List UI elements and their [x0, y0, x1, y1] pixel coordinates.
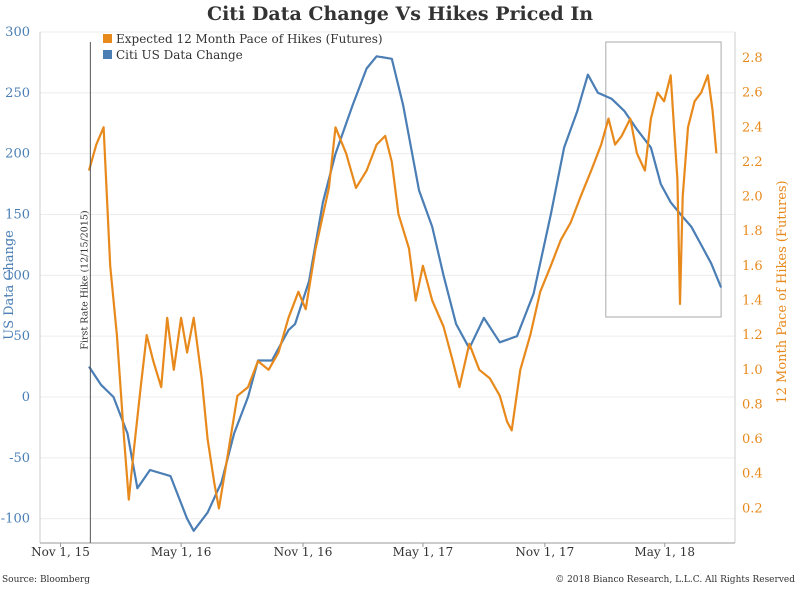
y-right-tick-label: 1.4: [742, 293, 763, 308]
y-right-tick-label: 1.0: [742, 363, 763, 378]
y-right-tick-label: 1.8: [742, 224, 763, 239]
legend-label-hikes: Expected 12 Month Pace of Hikes (Futures…: [116, 32, 383, 46]
y-axis-right-label: 12 Month Pace of Hikes (Futures): [775, 180, 790, 403]
chart-title: Citi Data Change Vs Hikes Priced In: [207, 3, 593, 25]
gridlines: [40, 31, 735, 520]
y-right-tick-label: 2.0: [742, 190, 763, 205]
y-axis-left-label: US Data Change: [2, 230, 17, 340]
y-right-tick-label: 1.6: [742, 259, 763, 274]
y-left-tick-label: 300: [5, 25, 30, 40]
tick-labels: 300 250 200 150 100 50 0 -50 -100 2.8 2.6 2.4 2.2 2.0…: [1, 25, 763, 559]
y-left-tick-label: 0: [22, 390, 30, 405]
x-tick-label: Nov 1, 16: [274, 545, 333, 559]
legend-swatch-citi: [103, 50, 112, 59]
series-line-citi-data-change: [88, 55, 723, 532]
y-left-tick-label: -50: [9, 451, 30, 466]
y-left-tick-label: 100: [5, 268, 30, 283]
x-tick-label: Nov 1, 17: [515, 545, 574, 559]
highlight-box: [605, 41, 722, 318]
y-right-tick-label: 2.2: [742, 155, 763, 170]
source-note: Source: Bloomberg: [2, 575, 90, 585]
y-right-tick-label: 2.8: [742, 51, 763, 66]
x-tick-label: Nov 1, 15: [31, 545, 90, 559]
y-left-tick-label: 200: [5, 147, 30, 162]
series-line-hikes-priced-in: [87, 74, 718, 510]
legend-swatch-hikes: [103, 34, 112, 43]
legend-label-citi: Citi US Data Change: [116, 48, 243, 62]
y-left-tick-label: -100: [1, 512, 30, 527]
y-right-tick-label: 1.2: [742, 328, 763, 343]
legend: Expected 12 Month Pace of Hikes (Futures…: [103, 32, 383, 62]
y-right-tick-label: 0.2: [742, 501, 763, 516]
y-right-tick-label: 0.8: [742, 397, 763, 412]
x-tick-label: May 1, 16: [151, 545, 212, 559]
y-right-tick-label: 0.6: [742, 432, 763, 447]
y-right-tick-label: 0.4: [742, 467, 763, 482]
y-right-tick-label: 2.4: [742, 120, 763, 135]
series-layer: [87, 55, 723, 532]
y-left-tick-label: 250: [5, 86, 30, 101]
highlight-box-layer: [605, 41, 722, 318]
x-tick-label: May 1, 18: [634, 545, 695, 559]
y-left-tick-label: 150: [5, 208, 30, 223]
x-tick-label: May 1, 17: [393, 545, 454, 559]
y-left-tick-label: 50: [13, 329, 30, 344]
first-rate-hike-annotation: First Rate Hike (12/15/2015): [79, 210, 90, 349]
y-right-tick-label: 2.6: [742, 86, 763, 101]
copyright-note: © 2018 Bianco Research, L.L.C. All Right…: [555, 575, 795, 585]
axis-layer: [39, 32, 736, 547]
